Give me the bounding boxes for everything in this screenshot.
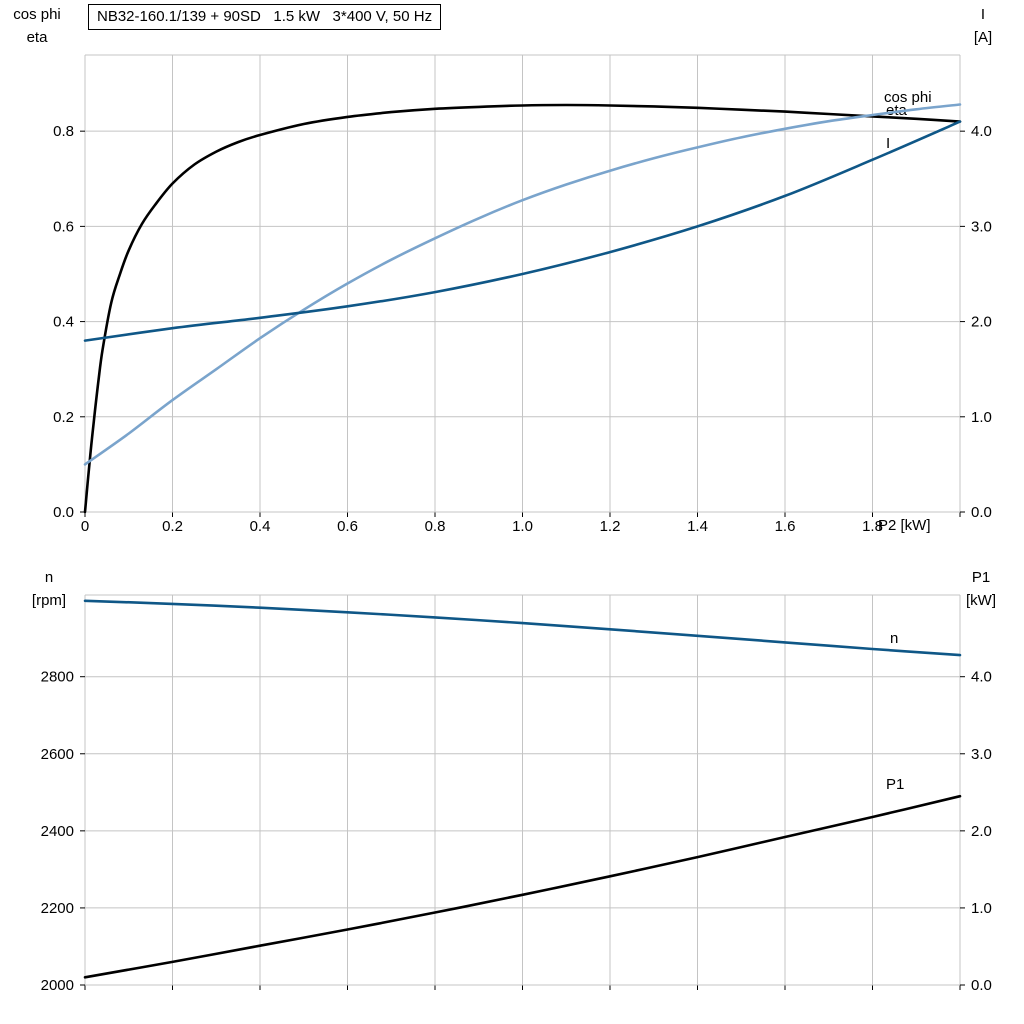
right-tick-label: 1.0 [971, 409, 992, 426]
left-tick-label: 2600 [41, 746, 74, 763]
x-tick-label: 0.8 [425, 518, 446, 535]
right-tick-label: 3.0 [971, 218, 992, 235]
left-tick-label: 0.2 [53, 409, 74, 426]
right-tick-label: 4.0 [971, 669, 992, 686]
series-eta-curve [83, 103, 962, 514]
x-tick-label: 0.6 [337, 518, 358, 535]
left-tick-label: 2200 [41, 900, 74, 917]
bottom-left-axis-header: n [rpm] [18, 566, 80, 612]
axis-header-eta: eta [26, 29, 48, 46]
left-tick-label: 0.0 [53, 504, 74, 521]
x-axis-label: P2 [kW] [878, 517, 931, 534]
top-right-axis-header: I [A] [962, 3, 1004, 49]
x-tick-label: 1.4 [687, 518, 708, 535]
right-tick-label: 4.0 [971, 123, 992, 140]
right-tick-label: 0.0 [971, 504, 992, 521]
series-P1-label: P1 [886, 776, 904, 793]
x-tick-label: 0.4 [250, 518, 271, 535]
axis-header-cos-phi: cos phi [13, 6, 61, 23]
series-I-curve [83, 120, 962, 342]
x-tick-label: 0.2 [162, 518, 183, 535]
chart-title-box: NB32-160.1/139 + 90SD 1.5 kW 3*400 V, 50… [88, 4, 442, 30]
right-tick-label: 0.0 [971, 977, 992, 994]
chart-top: 0 0.2 0.4 0.6 0.8 1.0 1.2 1.4 1.6 1.8 0.0 0.2 0.4 0.6… [53, 54, 992, 535]
axis-header-speed: n [44, 569, 54, 586]
x-tick-label: 0 [81, 518, 89, 535]
left-tick-label: 0.4 [53, 314, 74, 331]
axis-header-speed-unit: [rpm] [31, 592, 67, 609]
left-tick-label: 0.8 [53, 123, 74, 140]
x-tick-label: 1.8 [862, 518, 883, 535]
x-tick-label: 1.0 [512, 518, 533, 535]
axis-header-p1: P1 [971, 569, 991, 586]
series-cos-phi-label: cos phi [884, 89, 932, 106]
right-tick-label: 2.0 [971, 314, 992, 331]
axis-header-current: I [980, 6, 986, 23]
axis-header-current-unit: [A] [973, 29, 993, 46]
right-tick-label: 3.0 [971, 746, 992, 763]
bottom-right-axis-header: P1 [kW] [958, 566, 1004, 612]
series-cos-phi-curve [83, 103, 962, 466]
x-tick-label: 1.2 [600, 518, 621, 535]
series-n-curve [83, 599, 962, 657]
series-I-label: I [886, 135, 890, 152]
left-tick-label: 2400 [41, 823, 74, 840]
axis-header-p1-unit: [kW] [966, 592, 996, 609]
right-tick-label: 1.0 [971, 900, 992, 917]
top-left-axis-header: cos phi eta [6, 3, 68, 49]
left-tick-label: 2800 [41, 669, 74, 686]
x-tick-label: 1.6 [775, 518, 796, 535]
series-n-label: n [890, 630, 898, 647]
left-tick-label: 2000 [41, 977, 74, 994]
left-tick-label: 0.6 [53, 218, 74, 235]
right-tick-label: 2.0 [971, 823, 992, 840]
chart-bottom: 2000 2200 2400 2600 2800 0.0 1.0 2.0 3.0 4.0 n P1 [41, 594, 992, 994]
series-P1-curve [83, 794, 962, 979]
